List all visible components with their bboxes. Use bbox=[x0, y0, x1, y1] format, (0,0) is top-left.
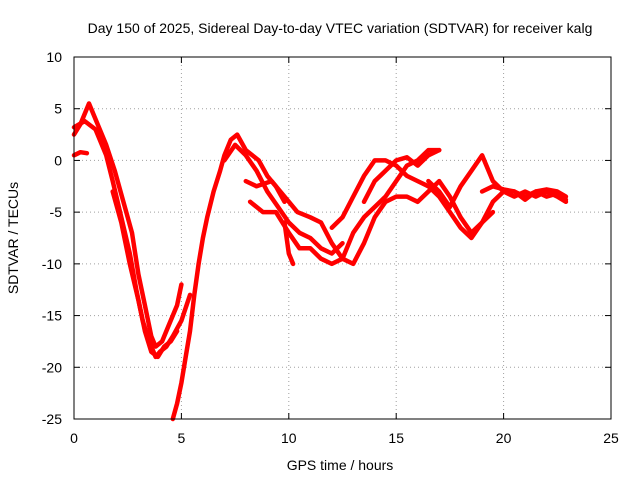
x-tick-labels: 0 5 10 15 20 25 bbox=[70, 430, 619, 446]
y-tick-label: 5 bbox=[54, 101, 62, 117]
y-tick-label: -20 bbox=[42, 359, 62, 375]
y-tick-label: 10 bbox=[46, 49, 62, 65]
x-tick-label: 0 bbox=[70, 430, 78, 446]
y-tick-label: -15 bbox=[42, 308, 62, 324]
x-tick-label: 5 bbox=[178, 430, 186, 446]
series-trace-10 bbox=[361, 147, 442, 205]
series-trace-13 bbox=[71, 149, 90, 158]
x-tick-label: 20 bbox=[496, 430, 512, 446]
series-trace-12 bbox=[479, 184, 569, 202]
axis-ticks bbox=[73, 56, 612, 420]
x-tick-label: 25 bbox=[603, 430, 619, 446]
y-tick-label: 0 bbox=[54, 152, 62, 168]
y-tick-label: -25 bbox=[42, 411, 62, 427]
y-tick-label: -10 bbox=[42, 256, 62, 272]
chart-title: Day 150 of 2025, Sidereal Day-to-day VTE… bbox=[88, 20, 593, 36]
data-series bbox=[71, 101, 569, 422]
x-tick-label: 15 bbox=[388, 430, 404, 446]
series-trace-1 bbox=[71, 101, 184, 349]
y-tick-label: -5 bbox=[50, 204, 63, 220]
series-trace-4 bbox=[170, 132, 287, 422]
y-axis-label: SDTVAR / TECUs bbox=[5, 182, 21, 294]
grid-lines bbox=[74, 57, 611, 419]
x-tick-label: 10 bbox=[281, 430, 297, 446]
plot-frame bbox=[73, 56, 612, 420]
series-trace-3 bbox=[110, 189, 180, 360]
series-trace-5 bbox=[222, 142, 345, 256]
x-axis-label: GPS time / hours bbox=[287, 457, 394, 473]
series-trace-8 bbox=[282, 220, 296, 267]
y-tick-labels: 10 5 0 -5 -10 -15 -20 -25 bbox=[42, 49, 62, 427]
